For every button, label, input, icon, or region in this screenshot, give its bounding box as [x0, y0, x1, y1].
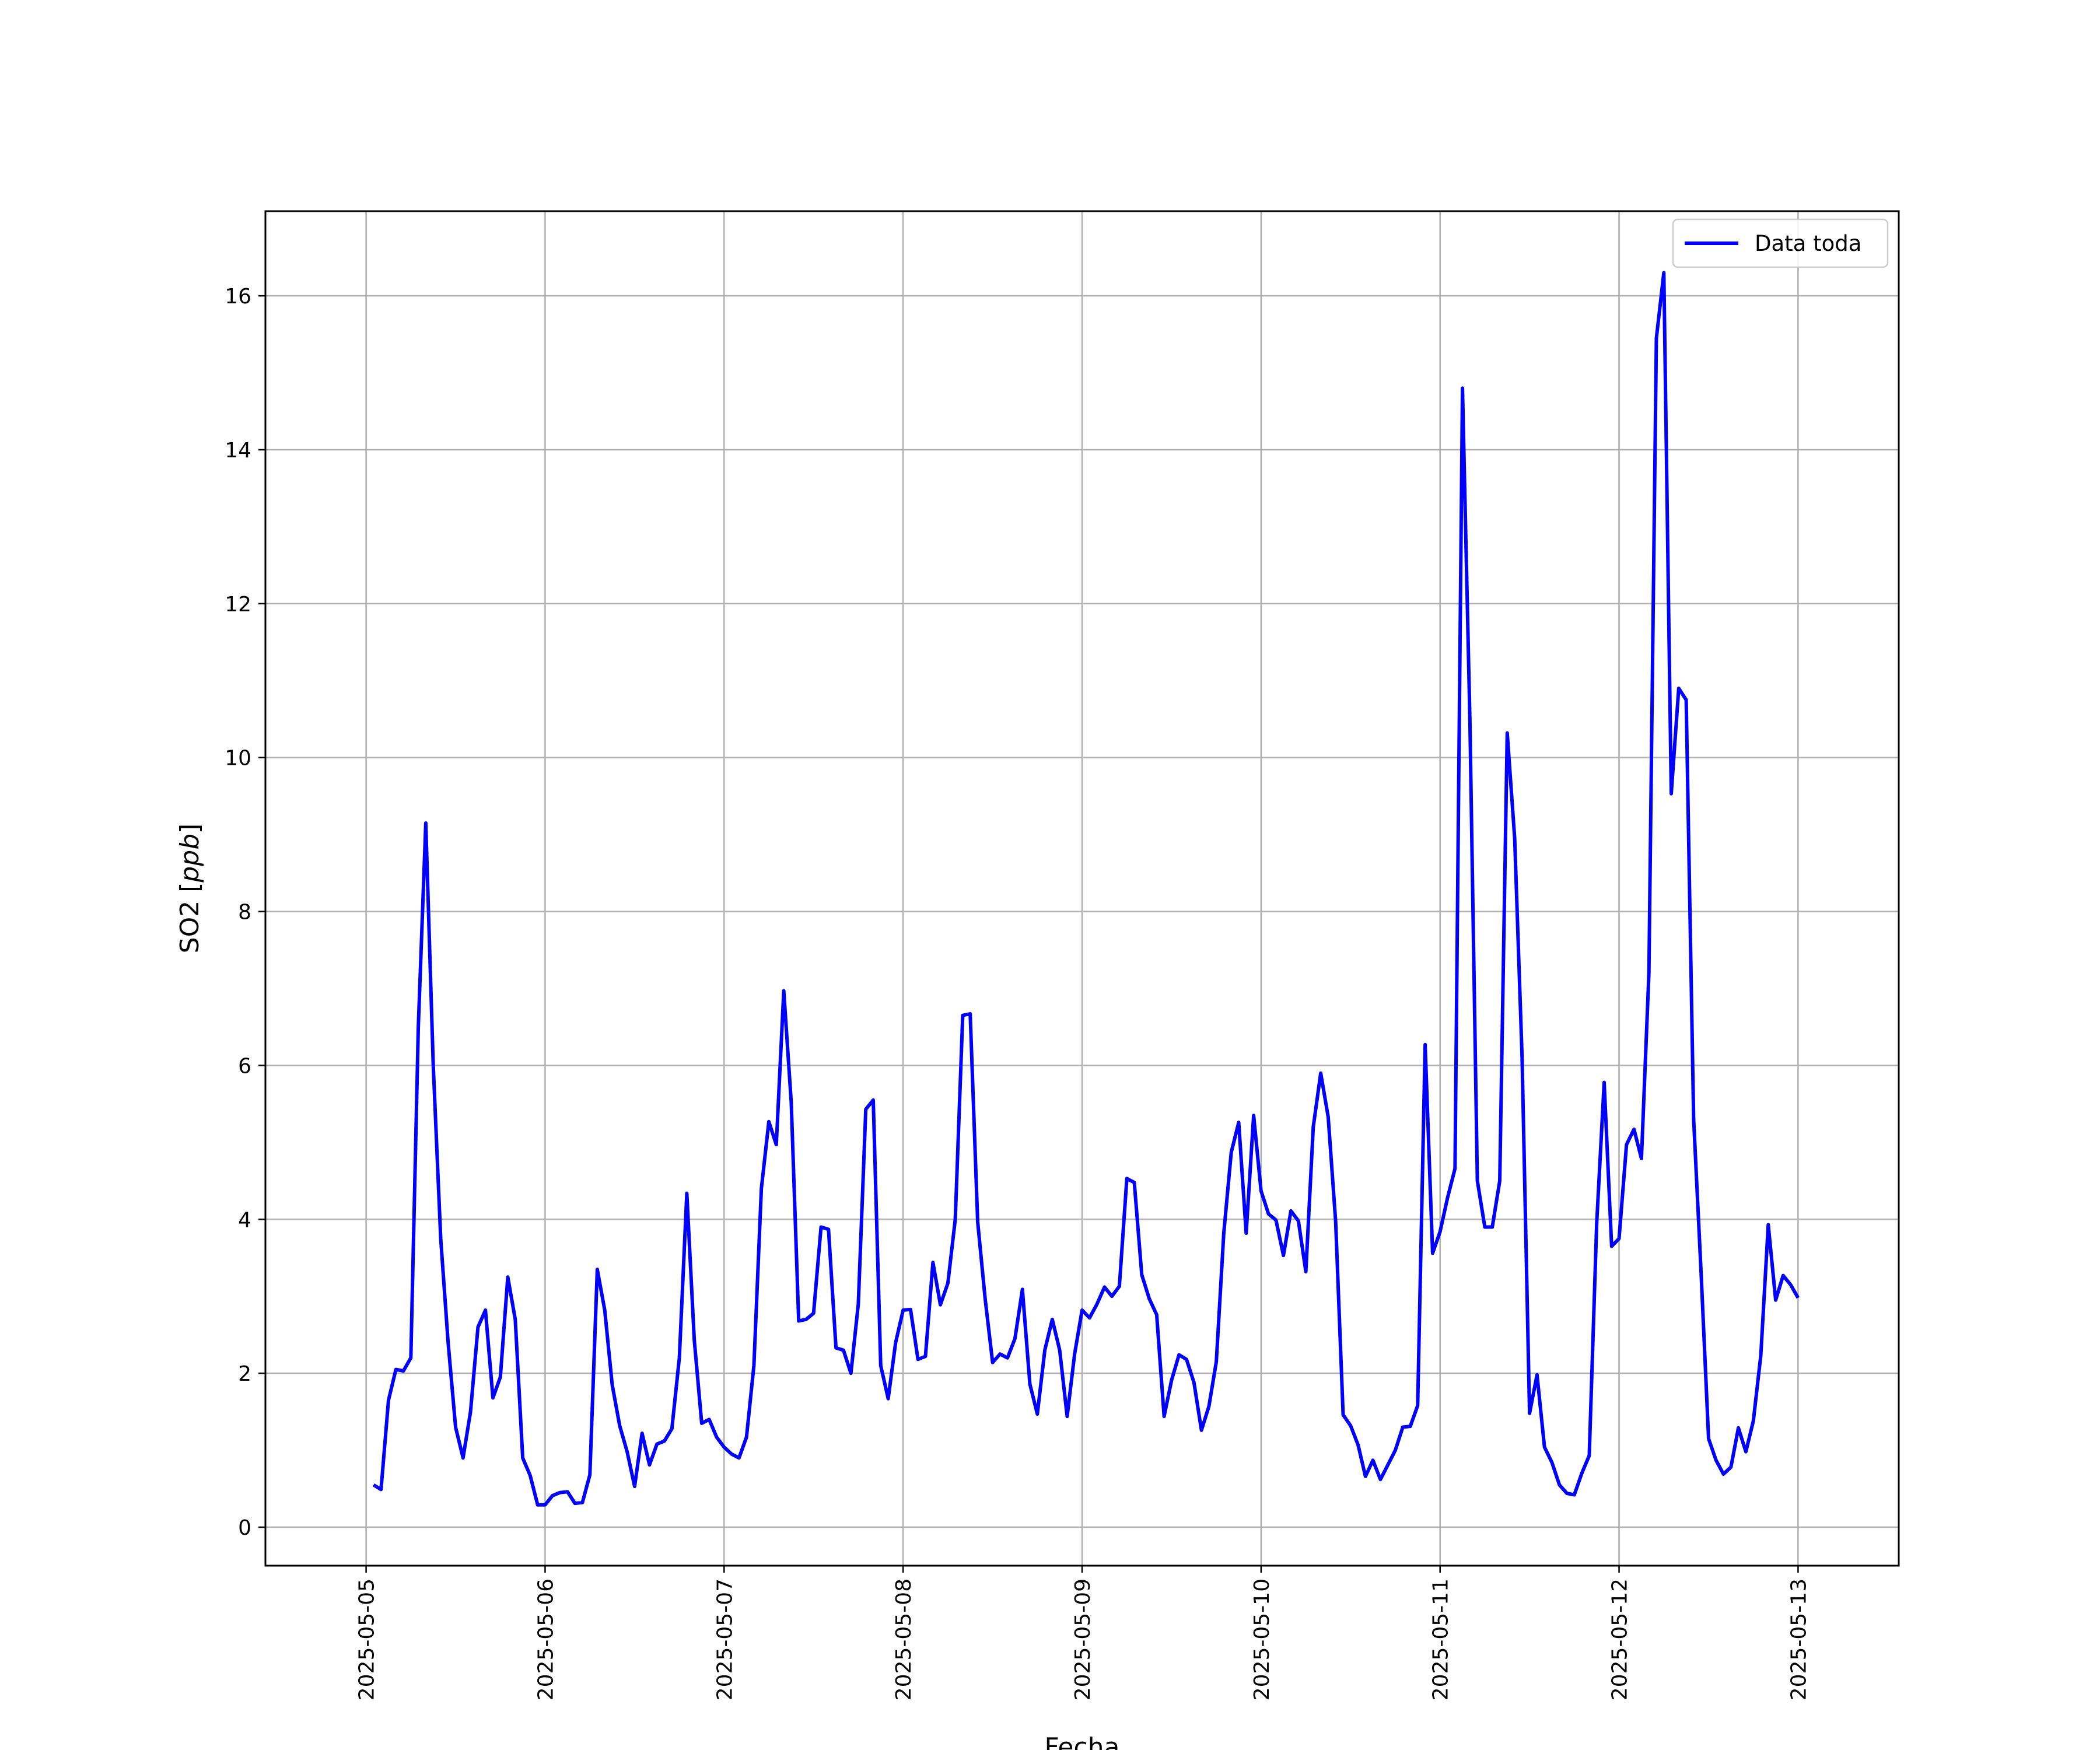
series-line-data-toda: [372, 271, 1800, 1507]
x-tick-label: 2025-05-06: [534, 1578, 558, 1700]
y-tick-label: 2: [238, 1362, 251, 1386]
legend-label: Data toda: [1755, 231, 1861, 256]
x-tick-label: 2025-05-07: [713, 1578, 737, 1700]
y-tick-label: 14: [225, 439, 251, 463]
x-axis-label: Fecha: [1044, 1732, 1119, 1750]
x-tick-label: 2025-05-13: [1787, 1578, 1811, 1700]
y-tick-label: 4: [238, 1208, 251, 1232]
y-axis-label: SO2 [ppb]: [175, 824, 205, 954]
y-tick-label: 0: [238, 1516, 251, 1540]
y-tick-label: 16: [225, 285, 251, 309]
y-tick-label: 10: [225, 747, 251, 771]
y-tick-label: 12: [225, 593, 251, 617]
y-tick-label: 6: [238, 1054, 251, 1078]
legend-box: [1672, 218, 1889, 268]
x-tick-label: 2025-05-10: [1250, 1578, 1274, 1700]
y-axis: 0 2 4 6 8 10 12 14 16: [225, 285, 265, 1540]
x-tick-label: 2025-05-05: [355, 1578, 379, 1700]
x-tick-label: 2025-05-12: [1608, 1578, 1632, 1700]
x-tick-label: 2025-05-09: [1071, 1578, 1095, 1700]
x-axis: 2025-05-05 2025-05-06 2025-05-07 2025-05-08…: [355, 1566, 1811, 1700]
x-tick-label: 2025-05-08: [892, 1578, 916, 1700]
y-tick-label: 8: [238, 901, 251, 925]
grid-lines: [265, 211, 1899, 1566]
legend: Data toda: [1672, 218, 1889, 268]
x-tick-label: 2025-05-11: [1429, 1578, 1453, 1700]
